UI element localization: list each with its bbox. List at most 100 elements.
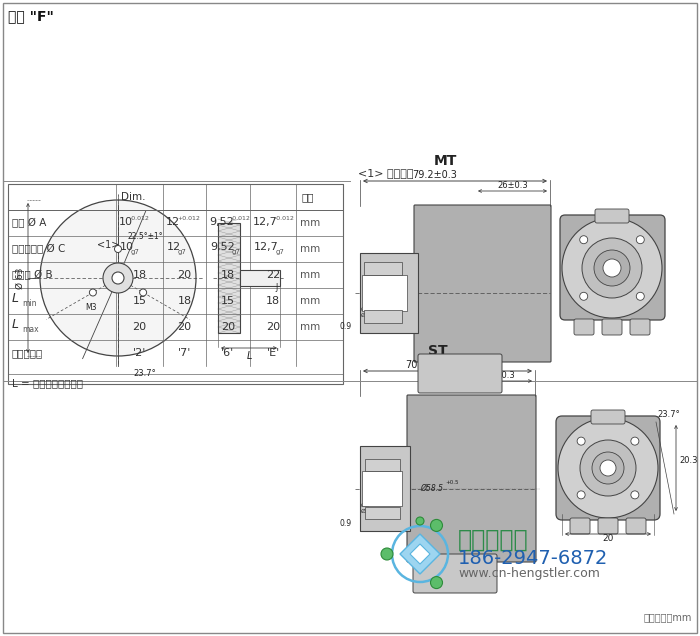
Text: mm: mm: [300, 296, 321, 306]
Text: min: min: [22, 300, 36, 308]
Circle shape: [139, 289, 146, 296]
Text: mm: mm: [300, 322, 321, 332]
Text: ØA: ØA: [361, 509, 370, 514]
Text: L: L: [12, 293, 19, 305]
Text: mm: mm: [300, 218, 321, 228]
Text: 15: 15: [132, 296, 146, 306]
Text: 匹配连接轴 Ø C: 匹配连接轴 Ø C: [12, 244, 65, 254]
Text: g7: g7: [131, 249, 140, 255]
Polygon shape: [400, 534, 440, 574]
Text: 轴类型代码: 轴类型代码: [12, 348, 43, 358]
Circle shape: [430, 520, 442, 532]
Circle shape: [631, 491, 639, 499]
Circle shape: [558, 418, 658, 518]
Bar: [360, 253, 418, 333]
Text: Ø 63: Ø 63: [16, 267, 25, 289]
FancyBboxPatch shape: [591, 410, 625, 424]
Circle shape: [562, 218, 662, 318]
Bar: [365, 507, 400, 519]
Text: 18: 18: [221, 270, 235, 280]
Text: ØB: ØB: [361, 503, 370, 508]
Text: J: J: [275, 283, 277, 292]
Text: -0.012: -0.012: [130, 216, 150, 221]
Text: M3: M3: [85, 303, 97, 312]
Text: 西安德伍拓: 西安德伍拓: [458, 528, 528, 552]
Text: 26±0.3: 26±0.3: [498, 181, 528, 190]
Text: 20.3: 20.3: [679, 456, 697, 465]
Text: g7: g7: [276, 249, 285, 255]
Text: -0.012: -0.012: [231, 216, 251, 221]
Text: 盲轴 Ø A: 盲轴 Ø A: [12, 218, 46, 228]
FancyBboxPatch shape: [560, 215, 665, 320]
Circle shape: [115, 245, 122, 252]
Text: +0.012: +0.012: [177, 216, 200, 221]
Text: L: L: [246, 351, 252, 361]
FancyBboxPatch shape: [407, 395, 536, 562]
Text: 20: 20: [602, 534, 614, 543]
Text: 18: 18: [132, 270, 146, 280]
Text: 12: 12: [166, 217, 180, 227]
Text: 12,7: 12,7: [254, 242, 279, 252]
Text: <1> 客户端面: <1> 客户端面: [358, 168, 414, 178]
Text: 10: 10: [119, 217, 133, 227]
Text: 26±0.3: 26±0.3: [484, 371, 515, 380]
Text: ØB: ØB: [361, 307, 370, 312]
Text: 70.2±0.3: 70.2±0.3: [405, 360, 450, 370]
Text: mm: mm: [300, 244, 321, 254]
FancyBboxPatch shape: [626, 518, 646, 534]
Text: L: L: [12, 319, 19, 331]
Text: 186-2947-6872: 186-2947-6872: [458, 550, 608, 569]
FancyBboxPatch shape: [556, 416, 660, 520]
Text: 10: 10: [120, 242, 134, 252]
Circle shape: [636, 236, 644, 244]
Text: g7: g7: [178, 249, 187, 255]
Text: 20: 20: [221, 322, 235, 332]
Text: Ø58.5: Ø58.5: [420, 484, 443, 493]
Text: 18: 18: [177, 296, 192, 306]
Text: 22: 22: [266, 270, 280, 280]
FancyBboxPatch shape: [570, 518, 590, 534]
FancyBboxPatch shape: [413, 554, 497, 593]
Circle shape: [416, 517, 424, 525]
Bar: [360, 446, 410, 531]
Text: +0.5: +0.5: [445, 480, 458, 485]
Text: <1>: <1>: [97, 240, 119, 250]
FancyBboxPatch shape: [595, 209, 629, 223]
Text: 12,7: 12,7: [253, 217, 278, 227]
Text: -0.012: -0.012: [275, 216, 295, 221]
Text: 20: 20: [177, 270, 192, 280]
Text: 9,52: 9,52: [209, 217, 234, 227]
Circle shape: [40, 200, 196, 356]
Circle shape: [577, 491, 585, 499]
Text: 23.7°: 23.7°: [133, 369, 155, 378]
Text: 12: 12: [167, 242, 181, 252]
Circle shape: [600, 460, 616, 476]
Bar: [364, 310, 402, 323]
Text: g7: g7: [232, 249, 241, 255]
Text: L = 匹配轴的深入长度: L = 匹配轴的深入长度: [12, 378, 83, 388]
Text: 23.7°: 23.7°: [657, 410, 680, 419]
Circle shape: [577, 437, 585, 445]
Text: 20: 20: [177, 322, 192, 332]
Text: 9,52: 9,52: [210, 242, 235, 252]
Text: ST: ST: [428, 344, 447, 358]
Circle shape: [580, 293, 588, 300]
Text: ØA: ØA: [361, 313, 370, 318]
FancyBboxPatch shape: [418, 354, 502, 393]
Circle shape: [112, 272, 124, 284]
Circle shape: [631, 437, 639, 445]
Text: www.cn-hengstler.com: www.cn-hengstler.com: [458, 567, 600, 581]
FancyBboxPatch shape: [598, 518, 618, 534]
Text: 22.5°±1°: 22.5°±1°: [128, 232, 164, 240]
Circle shape: [582, 238, 642, 298]
Circle shape: [580, 440, 636, 496]
Circle shape: [381, 548, 393, 560]
Circle shape: [580, 236, 588, 244]
Text: '2': '2': [133, 348, 146, 358]
Text: 20: 20: [266, 322, 280, 332]
Bar: [240, 270, 280, 286]
Text: 15: 15: [221, 296, 235, 306]
Text: Dim.: Dim.: [121, 192, 146, 202]
Text: 18: 18: [266, 296, 280, 306]
Text: mm: mm: [300, 270, 321, 280]
